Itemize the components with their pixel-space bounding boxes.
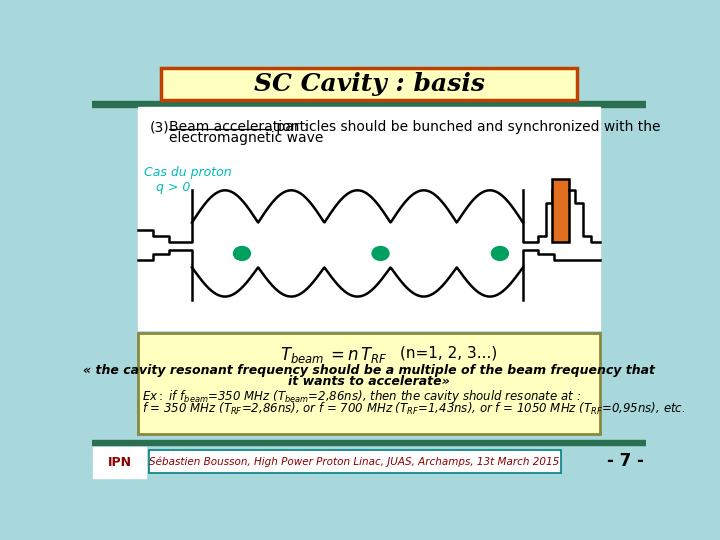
- Text: electromagnetic wave: electromagnetic wave: [168, 131, 323, 145]
- Bar: [552, 179, 570, 242]
- Text: IPN: IPN: [107, 456, 132, 469]
- Text: (n=1, 2, 3...): (n=1, 2, 3...): [400, 345, 497, 360]
- Bar: [92, 445, 647, 481]
- Text: (3): (3): [150, 120, 169, 134]
- Text: Beam acceleration :: Beam acceleration :: [168, 120, 308, 134]
- Text: $Ex:$ if $f_{beam}$=350 MHz ($T_{beam}$=2,86ns), then the cavity should resonate: $Ex:$ if $f_{beam}$=350 MHz ($T_{beam}$=…: [142, 388, 581, 405]
- Bar: [138, 333, 600, 434]
- Text: it wants to accelerate»: it wants to accelerate»: [288, 375, 450, 388]
- Text: $T_{beam}$: $T_{beam}$: [281, 345, 325, 365]
- Bar: [92, 440, 647, 445]
- Text: « the cavity resonant frequency should be a multiple of the beam frequency that: « the cavity resonant frequency should b…: [83, 363, 655, 376]
- Text: Sébastien Bousson, High Power Proton Linac, JUAS, Archamps, 13t March 2015: Sébastien Bousson, High Power Proton Lin…: [149, 456, 559, 467]
- Ellipse shape: [233, 247, 251, 260]
- Text: $= n\,T_{RF}$: $= n\,T_{RF}$: [327, 345, 387, 365]
- Bar: [552, 179, 570, 242]
- Bar: [138, 107, 600, 330]
- Text: Cas du proton
   q > 0: Cas du proton q > 0: [144, 166, 232, 194]
- Ellipse shape: [492, 247, 508, 260]
- Bar: [161, 68, 577, 100]
- Bar: [92, 101, 647, 107]
- Text: $f$ = 350 MHz ($T_{RF}$=2,86ns), or $f$ = 700 MHz ($T_{RF}$=1,43ns), or $f$ = 10: $f$ = 350 MHz ($T_{RF}$=2,86ns), or $f$ …: [142, 401, 685, 417]
- Text: particles should be bunched and synchronized with the: particles should be bunched and synchron…: [272, 120, 660, 134]
- Bar: [149, 450, 561, 473]
- Bar: [94, 447, 145, 477]
- Ellipse shape: [372, 247, 389, 260]
- Text: SC Cavity : basis: SC Cavity : basis: [253, 72, 485, 96]
- Text: - 7 -: - 7 -: [607, 453, 644, 470]
